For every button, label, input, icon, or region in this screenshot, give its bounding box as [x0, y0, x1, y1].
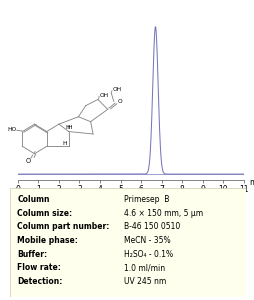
Text: O: O [117, 99, 122, 104]
Text: Column: Column [17, 195, 50, 204]
Text: Detection:: Detection: [17, 277, 63, 286]
Text: min: min [249, 178, 254, 187]
Text: UV 245 nm: UV 245 nm [123, 277, 166, 286]
Text: OH: OH [99, 93, 108, 98]
Text: H: H [65, 125, 70, 130]
Text: HO: HO [7, 127, 17, 132]
FancyBboxPatch shape [10, 188, 246, 297]
Text: Column part number:: Column part number: [17, 222, 110, 231]
Text: Mobile phase:: Mobile phase: [17, 236, 78, 245]
Text: OH: OH [113, 87, 122, 92]
Text: Primesep  B: Primesep B [123, 195, 169, 204]
Text: O: O [26, 158, 31, 164]
Text: 1.0 ml/min: 1.0 ml/min [123, 263, 165, 272]
Text: MeCN - 35%: MeCN - 35% [123, 236, 170, 245]
Text: H₂SO₄ - 0.1%: H₂SO₄ - 0.1% [123, 250, 173, 259]
Text: 4.6 × 150 mm, 5 μm: 4.6 × 150 mm, 5 μm [123, 209, 203, 218]
Text: B-46 150 0510: B-46 150 0510 [123, 222, 180, 231]
Text: H: H [62, 141, 67, 146]
Text: Column size:: Column size: [17, 209, 72, 218]
Text: Buffer:: Buffer: [17, 250, 47, 259]
Text: Flow rate:: Flow rate: [17, 263, 61, 272]
Text: H: H [68, 125, 72, 130]
